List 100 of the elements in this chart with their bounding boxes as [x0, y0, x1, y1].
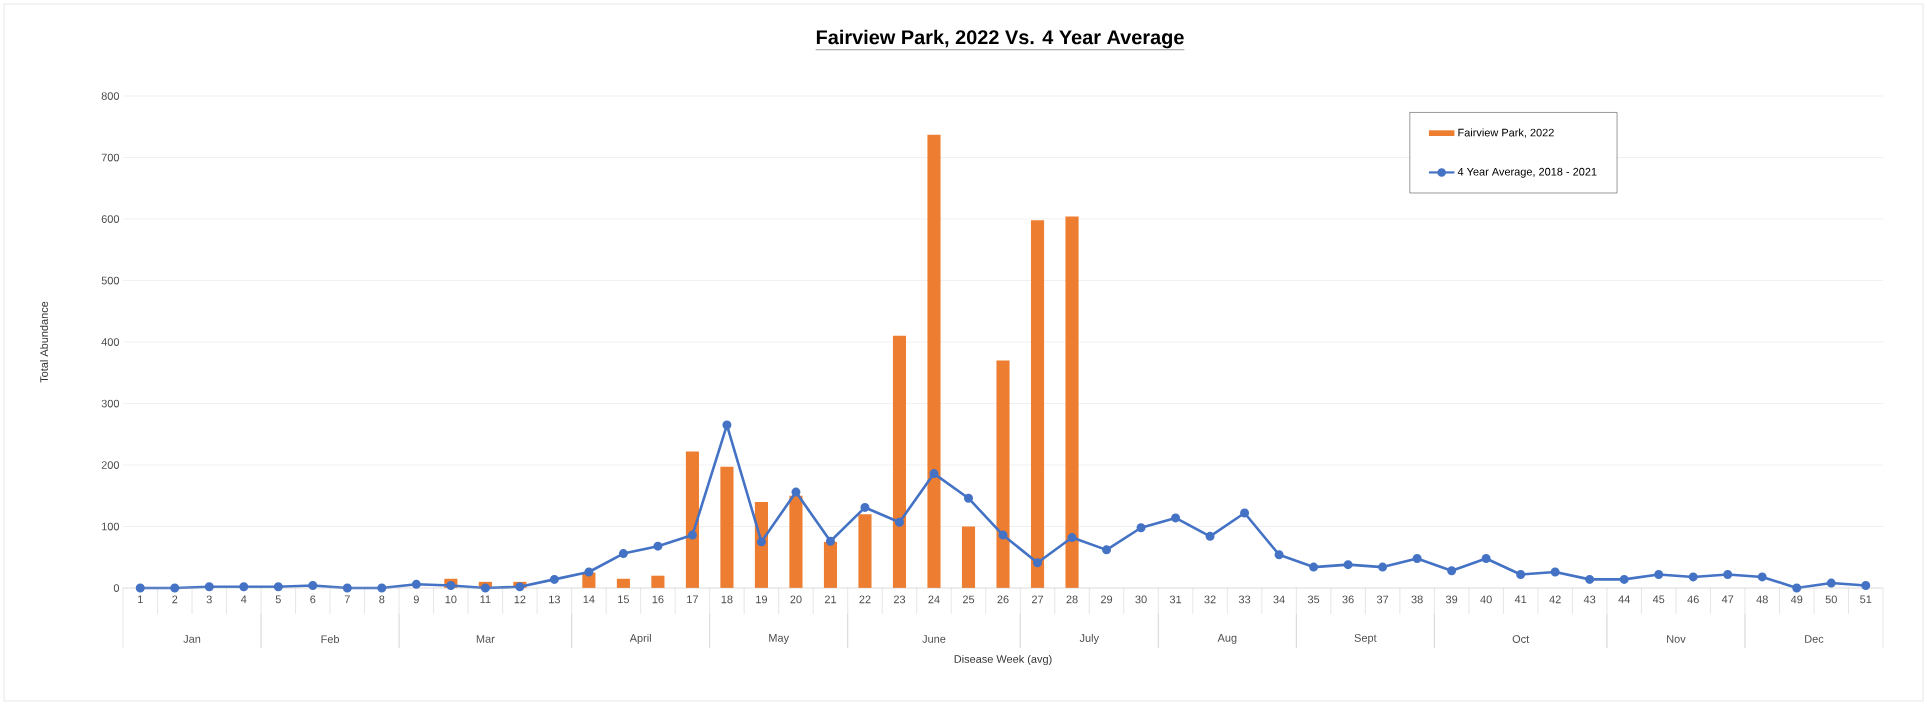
bar [789, 495, 803, 588]
point [584, 567, 594, 577]
x-tick-label: 11 [480, 595, 491, 604]
point [618, 549, 628, 559]
point [860, 502, 870, 512]
point [204, 582, 214, 592]
x-tick-label: 51 [1860, 595, 1872, 604]
bar [685, 451, 699, 588]
bar [858, 514, 872, 588]
x-tick-label: 25 [962, 595, 975, 604]
point [1826, 578, 1836, 588]
text: July [1079, 633, 1099, 645]
point [1205, 531, 1215, 541]
point [308, 581, 318, 591]
point [1274, 550, 1284, 560]
point [998, 530, 1008, 540]
x-tick-label: 30 [1135, 595, 1147, 604]
point [135, 583, 145, 593]
bar [1065, 216, 1079, 588]
y-tick-label: 400 [101, 338, 120, 346]
legend-label: Fairview Park, 2022 [1458, 128, 1554, 138]
x-tick-label: 48 [1756, 595, 1768, 604]
x-tick-label: 6 [310, 595, 316, 604]
x-tick-label: 27 [1031, 595, 1044, 604]
point [1723, 569, 1733, 579]
text: Oct [1512, 635, 1530, 643]
x-tick-label: 49 [1790, 595, 1803, 604]
x-axis-title: Disease Week (avg) [954, 654, 1052, 666]
x-tick-label: 50 [1825, 595, 1837, 604]
point [273, 582, 283, 592]
x-tick-label: 5 [275, 595, 281, 604]
point [411, 579, 421, 589]
point [1067, 533, 1077, 543]
text: Sept [1354, 634, 1377, 644]
x-tick-label: 37 [1376, 595, 1389, 604]
x-tick-label: 8 [379, 595, 385, 604]
x-tick-label: 19 [756, 595, 768, 604]
x-tick-label: 35 [1307, 595, 1320, 604]
x-tick-label: 44 [1618, 595, 1630, 604]
x-tick-label: 32 [1204, 595, 1216, 604]
y-tick-label: 700 [101, 153, 120, 162]
x-tick-label: 42 [1549, 595, 1561, 604]
x-tick-label: 21 [824, 595, 837, 604]
x-tick-label: 39 [1445, 595, 1458, 604]
x-tick-label: 16 [652, 595, 664, 604]
point [1343, 560, 1353, 570]
x-tick-label: 13 [549, 595, 560, 604]
bar [927, 134, 941, 588]
point [1757, 572, 1767, 582]
x-tick-label: 38 [1411, 595, 1423, 604]
point [239, 582, 249, 592]
y-tick-label: 300 [101, 399, 120, 408]
y-axis-title: Total Abundance [39, 301, 48, 383]
point [1619, 574, 1629, 584]
x-tick-label: 22 [859, 595, 871, 604]
x-tick-label: 41 [1514, 595, 1527, 604]
point [1550, 567, 1560, 577]
x-tick-label: 36 [1342, 595, 1354, 604]
x-tick-label: 2 [172, 595, 178, 604]
point [1516, 569, 1526, 579]
point [377, 583, 387, 593]
text: Dec [1805, 635, 1824, 643]
y-tick-label: 200 [101, 461, 120, 469]
x-tick-label: 47 [1721, 595, 1734, 604]
bar [720, 466, 734, 588]
x-tick-label: 26 [997, 595, 1009, 604]
x-tick-label: 7 [344, 595, 350, 604]
y-tick-label: 500 [101, 276, 120, 285]
x-tick-label: 12 [514, 595, 526, 604]
text: June [922, 635, 946, 643]
point [791, 487, 801, 497]
x-tick-label: 18 [721, 595, 733, 604]
text: Mar [476, 635, 495, 643]
bar [961, 526, 976, 588]
x-tick-label: 40 [1480, 595, 1492, 604]
x-tick-label: 9 [413, 595, 419, 604]
bar [823, 541, 838, 588]
point [1481, 553, 1491, 563]
bar [996, 360, 1010, 588]
point [515, 582, 525, 592]
point [687, 530, 697, 540]
point [894, 517, 904, 527]
bar [1030, 220, 1045, 588]
point [929, 469, 939, 479]
point [480, 583, 490, 593]
x-tick-label: 45 [1652, 595, 1665, 604]
x-tick-label: 33 [1238, 595, 1251, 604]
point [1688, 572, 1698, 582]
point [170, 583, 180, 593]
point [653, 541, 663, 551]
point [756, 537, 766, 547]
y-tick-label: 600 [101, 215, 120, 223]
x-tick-label: 43 [1583, 595, 1596, 604]
x-tick-label: 20 [790, 595, 802, 604]
point [1654, 569, 1664, 579]
chart-title: Fairview Park, 2022 Vs. 4 Year Average [816, 29, 1184, 49]
point [964, 493, 973, 503]
x-tick-label: 17 [687, 595, 698, 604]
point [1792, 583, 1802, 593]
x-tick-label: 10 [445, 595, 457, 604]
